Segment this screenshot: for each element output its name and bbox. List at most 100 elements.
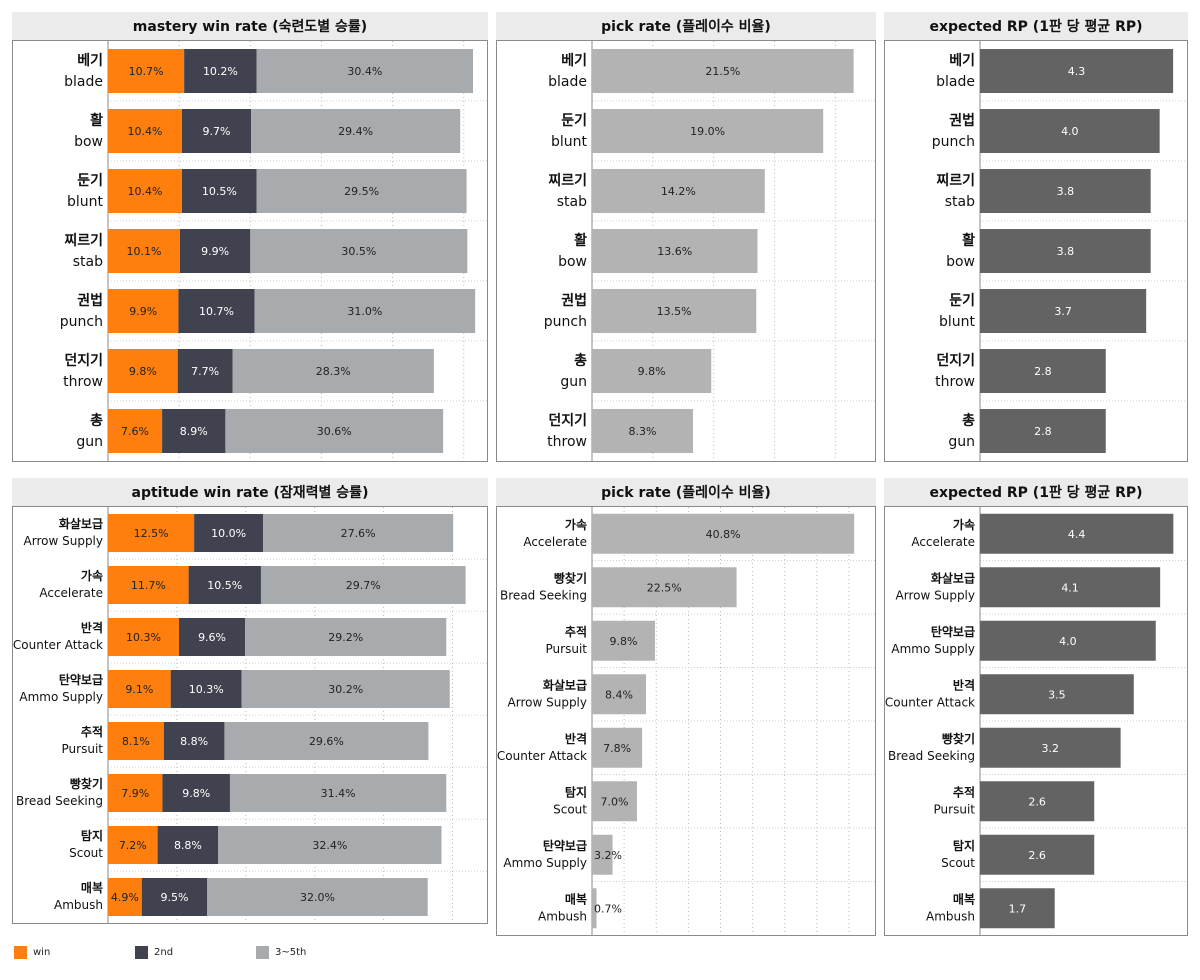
mastery-pick-data-label-blunt: 19.0%: [690, 125, 725, 138]
mastery-win-data-label-2nd-punch: 10.7%: [199, 305, 234, 318]
aptitude-win-data-label-win-scout: 7.2%: [119, 839, 147, 852]
mastery-win-bar-3-5th-gun: [225, 409, 444, 453]
mastery-win-tick-label-en-stab: stab: [73, 254, 103, 270]
aptitude-win-tick-label-ko-accelerate: 가속: [81, 568, 103, 583]
aptitude-pick-tick-label-ko-scout: 탐지: [565, 784, 587, 799]
mastery-rp-tick-label-en-stab: stab: [945, 194, 975, 210]
aptitude-win-tick-label-ko-bread-seeking: 빵찾기: [70, 776, 103, 791]
aptitude-rp-tick-label-en-pursuit: Pursuit: [934, 802, 976, 816]
mastery-rp-data-label-punch: 4.0: [1061, 125, 1079, 138]
aptitude-win-data-label-win-pursuit: 8.1%: [122, 735, 150, 748]
mastery-win-data-label-win-blade: 10.7%: [129, 65, 164, 78]
aptitude-win-bar-3-5th-counter-attack: [245, 618, 447, 656]
aptitude-win-data-label-3-5th-bread-seeking: 31.4%: [321, 787, 356, 800]
aptitude-rp-bar-ammo-supply: [980, 620, 1156, 661]
aptitude-rp-data-label-counter-attack: 3.5: [1048, 688, 1066, 701]
mastery-pick-tick-label-ko-throw: 던지기: [548, 412, 587, 429]
aptitude-rp-tick-label-en-scout: Scout: [941, 856, 975, 870]
mastery-win-tick-label-en-punch: punch: [60, 314, 103, 330]
legend-label-2nd: 2nd: [154, 947, 174, 958]
mastery-win-bar-win-blunt: [108, 169, 182, 213]
aptitude-win-bar-win-bread-seeking: [108, 774, 163, 812]
aptitude-pick-tick-label-ko-counter-attack: 반격: [565, 731, 587, 746]
mastery-win-data-label-win-throw: 9.8%: [129, 365, 157, 378]
mastery-win-tick-label-en-blade: blade: [64, 74, 103, 90]
aptitude-win-tick-label-en-accelerate: Accelerate: [39, 586, 103, 600]
aptitude-win-data-label-2nd-pursuit: 8.8%: [180, 735, 208, 748]
aptitude-pick-tick-label-en-counter-attack: Counter Attack: [497, 749, 587, 763]
aptitude-win-bar-2nd-accelerate: [188, 566, 261, 604]
aptitude-rp-tick-label-ko-accelerate: 가속: [953, 517, 975, 532]
mastery-rp-tick-label-ko-gun: 총: [962, 413, 975, 429]
aptitude-win-bar-2nd-arrow-supply: [194, 514, 264, 552]
aptitude-rp-svg: 가속 Accelerate 4.4 화살보급 Arrow Supply 4.1 탄약보급 Am…: [885, 507, 1187, 935]
mastery-rp-tick-label-ko-throw: 던지기: [936, 352, 975, 369]
aptitude-win-bar-win-ammo-supply: [108, 670, 171, 708]
aptitude-rp-tick-label-en-ambush: Ambush: [926, 909, 975, 923]
aptitude-rp-tick-label-en-counter-attack: Counter Attack: [885, 695, 975, 709]
aptitude-win-rate-plot: 화살보급 Arrow Supply 12.5% 10.0% 27.6% 가속 Acceler…: [12, 506, 488, 924]
aptitude-rp-tick-label-en-ammo-supply: Ammo Supply: [891, 642, 975, 656]
mastery-win-bar-win-punch: [108, 289, 179, 333]
aptitude-win-data-label-win-bread-seeking: 7.9%: [121, 787, 149, 800]
mastery-pick-rate-plot: 베기 blade 21.5% 둔기 blunt 19.0% 찌르기 stab 14.2% 활 bow…: [496, 40, 876, 462]
aptitude-pick-tick-label-ko-ambush: 매복: [565, 891, 587, 906]
mastery-win-bar-3-5th-punch: [254, 289, 476, 333]
mastery-win-data-label-win-blunt: 10.4%: [128, 185, 163, 198]
aptitude-win-bar-2nd-pursuit: [163, 722, 225, 760]
aptitude-win-tick-label-ko-ambush: 매복: [81, 880, 103, 895]
aptitude-win-data-label-3-5th-accelerate: 29.7%: [346, 579, 381, 592]
mastery-win-data-label-3-5th-stab: 30.5%: [341, 245, 376, 258]
aptitude-win-data-label-3-5th-pursuit: 29.6%: [309, 735, 344, 748]
mastery-win-bar-win-throw: [108, 349, 178, 393]
legend: win 2nd 3~5th: [14, 946, 344, 962]
aptitude-win-tick-label-en-ambush: Ambush: [54, 898, 103, 912]
aptitude-win-bar-win-ambush: [108, 878, 142, 916]
mastery-pick-rate-panel: pick rate (플레이수 비율) 베기 blade 21.5% 둔기 blunt 1…: [496, 12, 876, 462]
mastery-win-bar-2nd-blade: [184, 49, 257, 93]
mastery-rp-svg: 베기 blade 4.3 권법 punch 4.0 찌르기 stab 3.8 활 bow 3.8 둔기 b…: [932, 41, 1187, 461]
mastery-win-tick-label-en-blunt: blunt: [67, 194, 104, 210]
mastery-win-rate-panel: mastery win rate (숙련도별 승률) 베기 blade 10.7% 1…: [12, 12, 488, 462]
aptitude-rp-data-label-accelerate: 4.4: [1068, 528, 1086, 541]
aptitude-win-data-label-win-ambush: 4.9%: [111, 891, 139, 904]
aptitude-win-tick-label-ko-scout: 탐지: [81, 828, 103, 843]
mastery-rp-tick-label-en-blunt: blunt: [939, 314, 976, 330]
aptitude-win-bar-win-pursuit: [108, 722, 164, 760]
aptitude-rp-bar-counter-attack: [980, 674, 1134, 715]
mastery-rp-data-label-blunt: 3.7: [1054, 305, 1072, 318]
aptitude-pick-tick-label-en-ammo-supply: Ammo Supply: [503, 856, 587, 870]
aptitude-pick-bar-pursuit: [592, 620, 655, 661]
mastery-win-tick-label-ko-blunt: 둔기: [77, 173, 103, 189]
mastery-rp-bar-blunt: [980, 289, 1147, 333]
aptitude-win-rate-title: aptitude win rate (잠재력별 승률): [12, 478, 488, 506]
mastery-pick-bar-gun: [592, 349, 712, 393]
legend-swatch-3-5th: [256, 946, 269, 959]
mastery-win-bar-win-gun: [108, 409, 163, 453]
mastery-win-tick-label-ko-throw: 던지기: [64, 352, 103, 369]
aptitude-win-bar-3-5th-scout: [218, 826, 442, 864]
aptitude-pick-bar-bread-seeking: [592, 567, 737, 608]
aptitude-win-bar-3-5th-ambush: [207, 878, 428, 916]
aptitude-win-rate-panel: aptitude win rate (잠재력별 승률) 화살보급 Arrow Su…: [12, 478, 488, 924]
aptitude-pick-bar-ambush: [592, 888, 597, 929]
mastery-pick-tick-label-en-punch: punch: [544, 314, 587, 330]
mastery-pick-tick-label-en-blade: blade: [548, 74, 587, 90]
mastery-win-bar-2nd-stab: [179, 229, 251, 273]
mastery-rp-tick-label-ko-punch: 권법: [949, 113, 975, 129]
mastery-win-bar-win-stab: [108, 229, 180, 273]
aptitude-pick-tick-label-ko-accelerate: 가속: [565, 517, 587, 532]
aptitude-rp-tick-label-ko-pursuit: 추적: [953, 784, 975, 799]
aptitude-win-tick-label-en-ammo-supply: Ammo Supply: [19, 690, 103, 704]
mastery-win-bar-2nd-punch: [178, 289, 255, 333]
aptitude-rp-data-label-arrow-supply: 4.1: [1061, 581, 1079, 594]
aptitude-pick-tick-label-en-scout: Scout: [553, 802, 587, 816]
mastery-rp-bar-throw: [980, 349, 1106, 393]
mastery-pick-bar-blunt: [592, 109, 824, 153]
mastery-win-data-label-2nd-stab: 9.9%: [201, 245, 229, 258]
aptitude-pick-data-label-ambush: 0.7%: [594, 902, 622, 915]
mastery-pick-tick-label-ko-punch: 권법: [561, 293, 587, 309]
aptitude-win-bar-3-5th-ammo-supply: [241, 670, 450, 708]
aptitude-pick-bar-counter-attack: [592, 727, 643, 768]
aptitude-rp-tick-label-ko-bread-seeking: 빵찾기: [942, 731, 975, 746]
